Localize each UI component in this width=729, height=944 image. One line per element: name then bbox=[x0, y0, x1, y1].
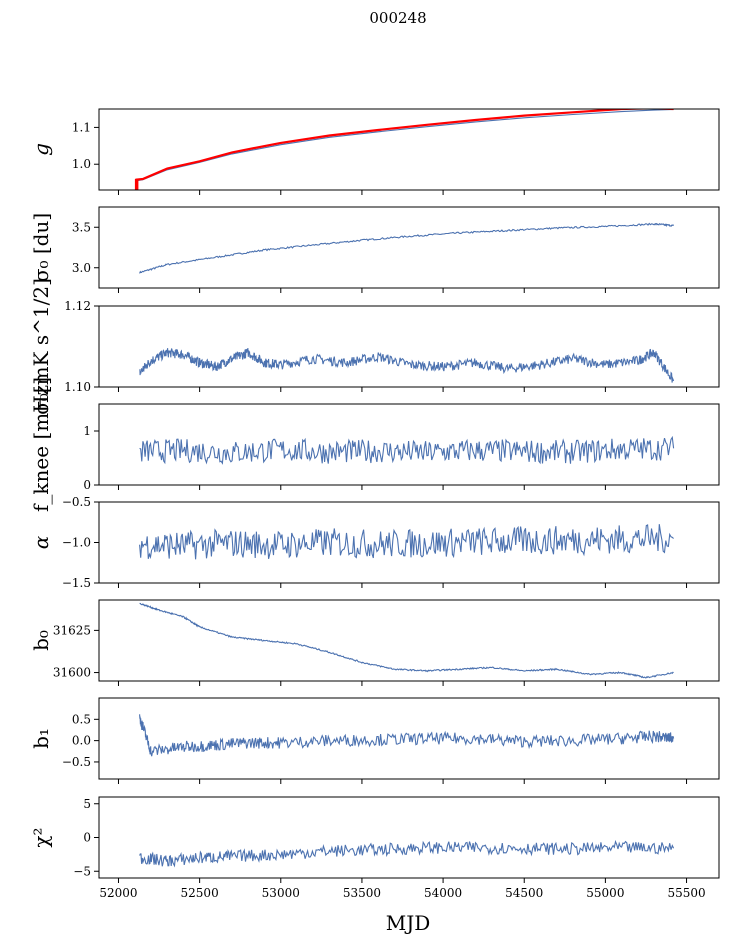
figure-suptitle: 000248 bbox=[369, 9, 426, 27]
x-tick-label-2: 53000 bbox=[262, 886, 300, 900]
y-tick-label-sigma0_du-0: 3.0 bbox=[72, 261, 91, 275]
y-tick-label-sigma0_mk-1: 1.12 bbox=[64, 299, 91, 313]
y-tick-label-b1-1: 0.0 bbox=[72, 734, 91, 748]
y-axis-label-b1: b₁ bbox=[29, 728, 53, 749]
x-tick-label-7: 55500 bbox=[667, 886, 705, 900]
y-tick-label-b0-0: 31600 bbox=[53, 666, 91, 680]
y-axis-label-g: g bbox=[29, 143, 53, 156]
x-tick-label-5: 54500 bbox=[505, 886, 543, 900]
y-tick-label-fknee-0: 0 bbox=[83, 478, 91, 492]
y-tick-label-g-1: 1.1 bbox=[72, 120, 91, 134]
y-tick-label-b1-0: −0.5 bbox=[62, 755, 91, 769]
series-line-fknee-0 bbox=[139, 435, 675, 465]
y-axis-label-fknee: f_knee [mHz] bbox=[29, 377, 53, 512]
y-tick-label-alpha-0: −1.5 bbox=[62, 576, 91, 590]
panel-frame-b1 bbox=[98, 697, 720, 780]
panel-frame-chi2 bbox=[98, 796, 720, 879]
panel-frame-fknee bbox=[98, 403, 720, 486]
panel-frame-alpha bbox=[98, 501, 720, 584]
x-axis-label: MJD bbox=[386, 911, 431, 935]
y-tick-label-chi2-0: −5 bbox=[73, 864, 91, 878]
panel-b1: −0.5 0.0 0.5 b₁ bbox=[29, 697, 720, 784]
y-tick-label-chi2-1: 0 bbox=[83, 831, 91, 845]
y-axis-label-chi2: χ² bbox=[29, 827, 53, 847]
series-line-sigma0_du-0 bbox=[139, 222, 675, 274]
panel-frame-sigma0_du bbox=[98, 206, 720, 289]
panel-frame-g bbox=[98, 108, 720, 191]
series-line-b0-0 bbox=[139, 602, 674, 679]
panel-fknee: 0 1 f_knee [mHz] bbox=[29, 377, 720, 512]
y-axis-label-b0: b₀ bbox=[29, 630, 53, 651]
y-tick-label-g-0: 1.0 bbox=[72, 157, 91, 171]
panel-sigma0_mk: 1.10 1.12 σ₀[mK s^1/2] bbox=[29, 278, 720, 415]
panel-chi2: −5 0 5 52000 52500 53000 53500 54000 54500 55000 5… bbox=[29, 796, 720, 900]
x-tick-label-3: 53500 bbox=[343, 886, 381, 900]
x-tick-label-1: 52500 bbox=[181, 886, 219, 900]
panel-group: 1.0 1.1 g 3.0 3.5 σ₀ [du] 1.10 1.12 σ₀[mK s^1/2]… bbox=[29, 108, 720, 900]
panel-frame-b0 bbox=[98, 599, 720, 682]
series-line-b1-0 bbox=[139, 714, 675, 757]
panel-sigma0_du: 3.0 3.5 σ₀ [du] bbox=[29, 206, 720, 293]
y-tick-label-alpha-2: −0.5 bbox=[62, 495, 91, 509]
x-tick-label-6: 55000 bbox=[586, 886, 624, 900]
panel-frame-sigma0_mk bbox=[98, 305, 720, 388]
y-tick-label-b0-1: 31625 bbox=[53, 623, 91, 637]
panel-alpha: −1.5 −1.0 −0.5 α bbox=[29, 495, 720, 590]
x-tick-label-0: 52000 bbox=[99, 886, 137, 900]
y-axis-label-alpha: α bbox=[29, 535, 53, 549]
series-line-chi2-0 bbox=[139, 839, 675, 868]
y-tick-label-b1-2: 0.5 bbox=[72, 712, 91, 726]
y-axis-label-sigma0_du: σ₀ [du] bbox=[29, 213, 53, 282]
series-line-g-1 bbox=[135, 109, 674, 181]
y-tick-label-sigma0_mk-0: 1.10 bbox=[64, 380, 91, 394]
y-tick-label-chi2-2: 5 bbox=[83, 797, 91, 811]
series-line-alpha-0 bbox=[139, 524, 674, 560]
y-tick-label-sigma0_du-1: 3.5 bbox=[72, 220, 91, 234]
y-tick-label-alpha-1: −1.0 bbox=[62, 536, 91, 550]
panel-g: 1.0 1.1 g bbox=[29, 108, 720, 195]
y-tick-label-fknee-1: 1 bbox=[83, 424, 91, 438]
series-line-sigma0_mk-0 bbox=[139, 348, 675, 383]
y-axis-label-sigma0_mk: σ₀[mK s^1/2] bbox=[29, 278, 53, 415]
series-line-g-0 bbox=[136, 109, 674, 182]
x-tick-label-4: 54000 bbox=[424, 886, 462, 900]
